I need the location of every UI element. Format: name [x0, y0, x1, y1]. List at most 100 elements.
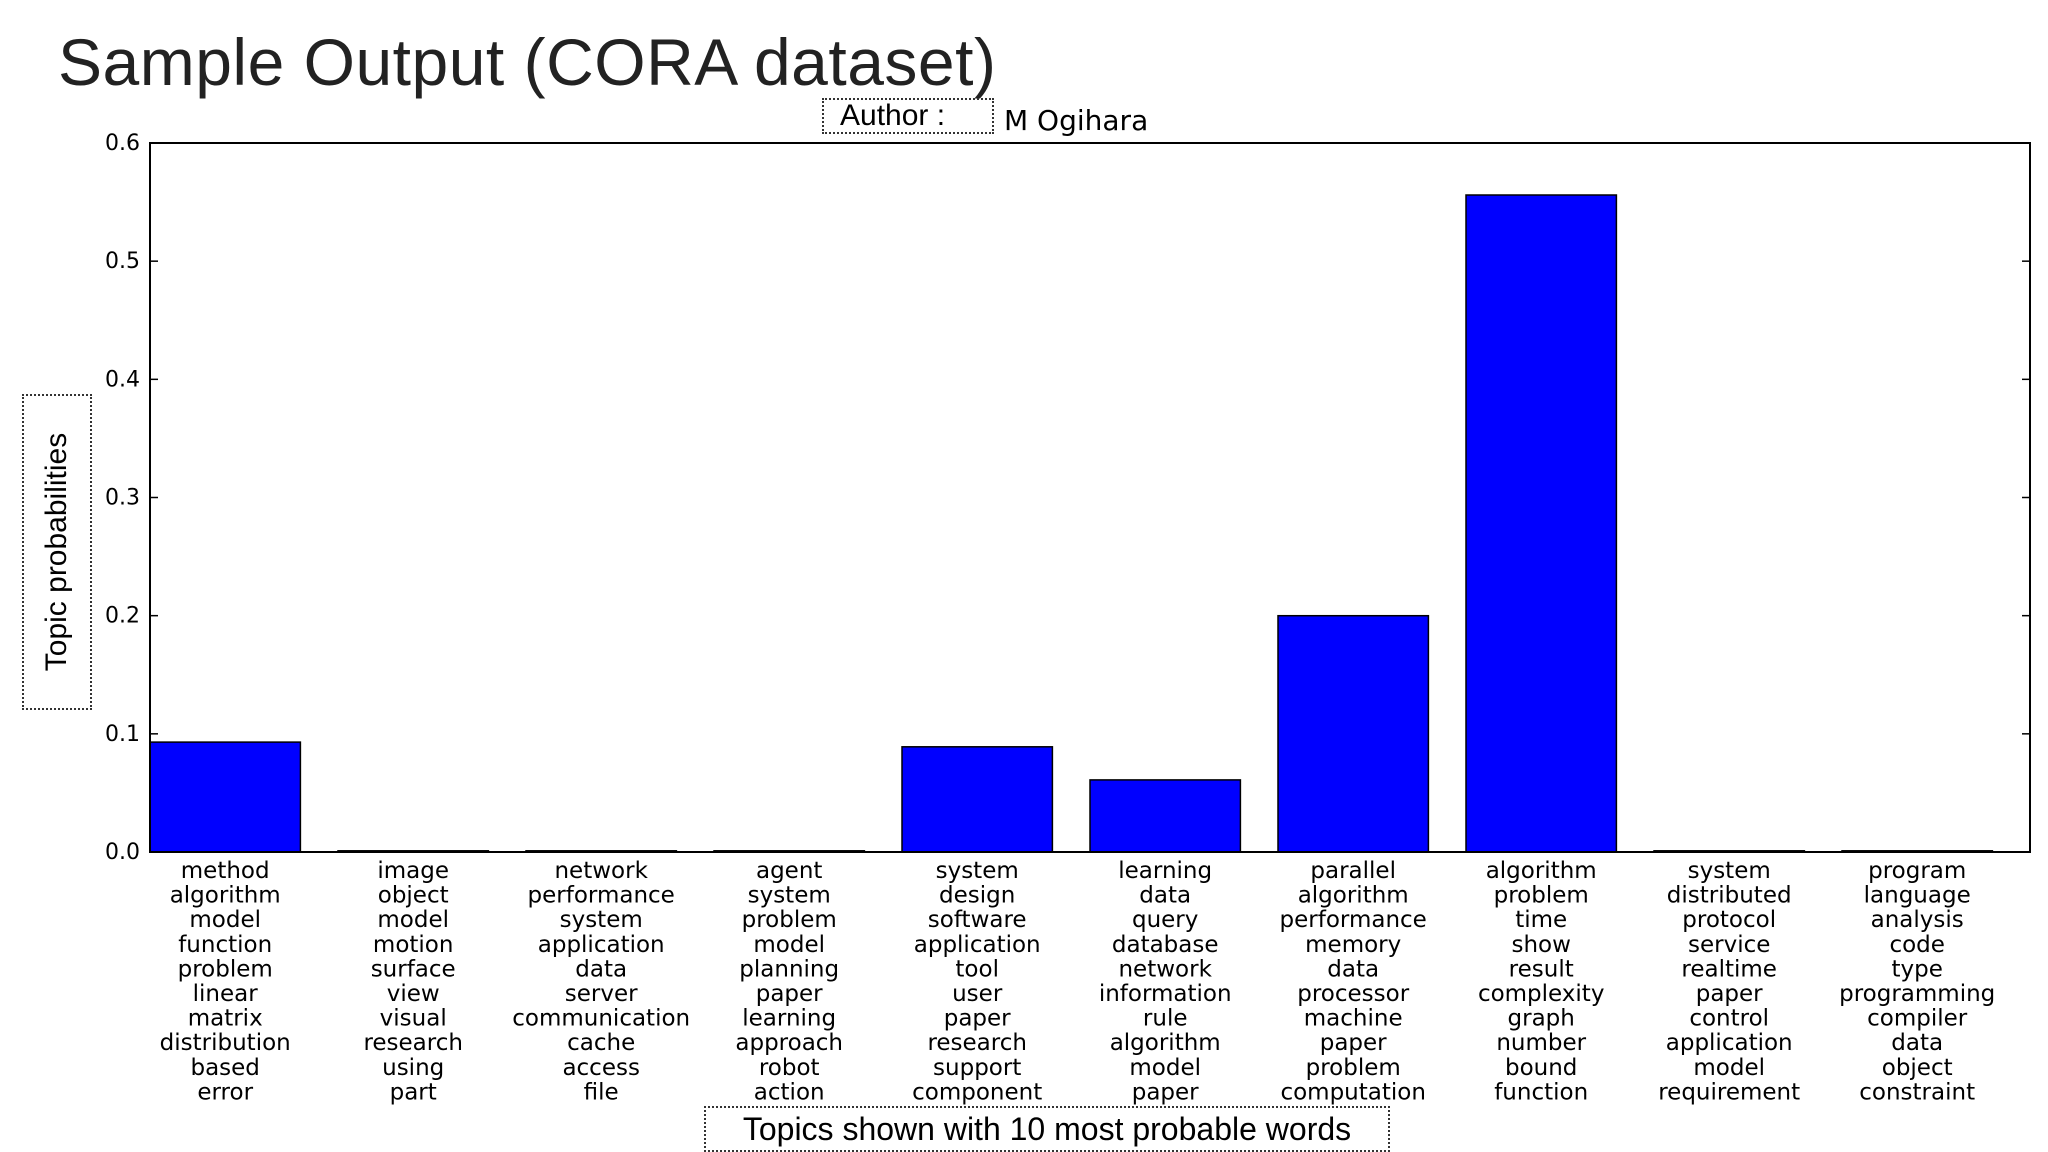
topic-word: data [1891, 1030, 1943, 1056]
topic-word: planning [739, 956, 839, 982]
topic-word: data [575, 956, 627, 982]
topic-word: surface [371, 956, 456, 982]
topic-word: algorithm [1110, 1030, 1221, 1056]
topic-word: image [377, 858, 449, 884]
y-tick-label-2: 0.2 [105, 604, 140, 629]
topic-word: result [1509, 956, 1574, 982]
topic-word: paper [1696, 981, 1763, 1007]
topic-word: time [1515, 907, 1567, 933]
topic-word: constraint [1859, 1079, 1975, 1105]
topic-word: support [933, 1055, 1021, 1081]
topic-word: problem [742, 907, 837, 933]
y-tick-label-3: 0.3 [105, 486, 140, 511]
topic-word: tool [955, 956, 999, 982]
plot-frame [149, 142, 2031, 853]
topic-word: approach [735, 1030, 843, 1056]
topic-word: algorithm [1298, 883, 1409, 909]
topic-word: robot [759, 1055, 820, 1081]
topic-word: realtime [1681, 956, 1777, 982]
topic-word: software [928, 907, 1027, 933]
topic-word: method [181, 858, 270, 884]
topic-word: paper [1320, 1030, 1387, 1056]
topic-word: application [538, 932, 665, 958]
topic-word: type [1892, 956, 1943, 982]
topic-word: parallel [1310, 858, 1396, 884]
x-tick-label-topic-10: programlanguageanalysiscodetypeprogrammi… [1839, 858, 1995, 1105]
topic-word: language [1864, 883, 1971, 909]
topic-word: communication [512, 1006, 690, 1032]
topic-word: programming [1839, 981, 1995, 1007]
x-tick-label-topic-8: algorithmproblemtimeshowresultcomplexity… [1478, 858, 1605, 1105]
topic-word: part [390, 1079, 437, 1105]
topic-word: system [1688, 858, 1771, 884]
x-tick-label-topic-7: parallelalgorithmperformancememorydatapr… [1280, 858, 1427, 1105]
topic-word: data [1139, 883, 1191, 909]
author-name: M Ogihara [1004, 104, 1149, 137]
topic-word: distributed [1667, 883, 1792, 909]
topic-word: model [189, 907, 261, 933]
topic-word: function [1494, 1079, 1588, 1105]
topic-word: data [1327, 956, 1379, 982]
topic-word: action [754, 1079, 825, 1105]
topic-word: cache [567, 1030, 635, 1056]
bar-topic-5 [901, 746, 1054, 853]
topic-word: visual [380, 1006, 447, 1032]
topic-word: user [952, 981, 1003, 1007]
topic-word: error [197, 1079, 253, 1105]
topic-word: paper [756, 981, 823, 1007]
topic-word: object [378, 883, 449, 909]
topic-word: view [387, 981, 440, 1007]
x-tick-label-topic-1: methodalgorithmmodelfunctionproblemlinea… [160, 858, 291, 1105]
topic-word: algorithm [170, 883, 281, 909]
topic-word: problem [1306, 1055, 1401, 1081]
topic-word: graph [1508, 1006, 1575, 1032]
topic-word: using [382, 1055, 444, 1081]
topic-word: rule [1143, 1006, 1188, 1032]
topic-word: learning [742, 1006, 836, 1032]
topic-word: access [562, 1055, 640, 1081]
topic-word: computation [1280, 1079, 1425, 1105]
topic-word: database [1112, 932, 1219, 958]
topic-word: algorithm [1486, 858, 1597, 884]
topic-word: processor [1297, 981, 1409, 1007]
x-tick-label-topic-9: systemdistributedprotocolservicerealtime… [1658, 858, 1800, 1105]
topic-word: problem [1494, 883, 1589, 909]
topic-word: model [1129, 1055, 1201, 1081]
topic-word: system [560, 907, 643, 933]
topic-word: motion [373, 932, 454, 958]
topic-word: complexity [1478, 981, 1605, 1007]
y-tick-label-0: 0.0 [105, 840, 140, 865]
x-tick-label-topic-4: agentsystemproblemmodelplanningpaperlear… [735, 858, 843, 1105]
y-tick-label-4: 0.4 [105, 367, 140, 392]
x-tick-label-topic-2: imageobjectmodelmotionsurfaceviewvisualr… [363, 858, 463, 1105]
topic-word: performance [528, 883, 675, 909]
topic-word: query [1132, 907, 1198, 933]
topic-word: information [1099, 981, 1232, 1007]
topic-word: analysis [1871, 907, 1964, 933]
topic-word: problem [178, 956, 273, 982]
topic-word: system [748, 883, 831, 909]
bar-topic-7 [1277, 614, 1430, 853]
topic-word: control [1689, 1006, 1769, 1032]
y-tick-label-1: 0.1 [105, 722, 140, 747]
y-axis-label-box [22, 394, 92, 710]
topic-word: system [936, 858, 1019, 884]
topic-word: object [1882, 1055, 1953, 1081]
topic-word: network [1118, 956, 1212, 982]
topic-word: based [190, 1055, 259, 1081]
topic-word: show [1511, 932, 1570, 958]
topic-word: paper [944, 1006, 1011, 1032]
topic-word: memory [1305, 932, 1401, 958]
x-tick-label-topic-5: systemdesignsoftwareapplicationtooluserp… [912, 858, 1042, 1105]
topic-word: performance [1280, 907, 1427, 933]
topic-word: learning [1118, 858, 1212, 884]
topic-word: protocol [1682, 907, 1776, 933]
y-tick-label-5: 0.5 [105, 249, 140, 274]
topic-word: bound [1505, 1055, 1577, 1081]
topic-word: code [1889, 932, 1944, 958]
y-tick-label-6: 0.6 [105, 131, 140, 156]
topic-word: server [565, 981, 638, 1007]
topic-word: design [939, 883, 1015, 909]
topic-word: number [1496, 1030, 1586, 1056]
